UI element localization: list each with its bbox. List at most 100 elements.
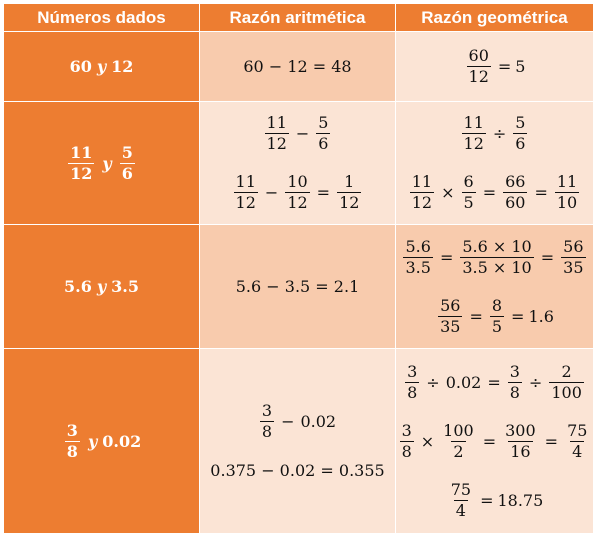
numerator: 3 bbox=[401, 420, 412, 440]
fraction: 100 2 bbox=[441, 421, 476, 461]
denominator: 12 bbox=[264, 133, 289, 153]
result: 1.6 bbox=[528, 306, 554, 326]
denominator: 8 bbox=[64, 440, 80, 461]
fraction: 6 5 bbox=[461, 172, 476, 212]
fraction: 5 6 bbox=[513, 114, 528, 153]
ratio-table: Números dados Razón aritmética Razón geo… bbox=[4, 4, 594, 534]
numerator: 11 bbox=[70, 142, 93, 162]
numerator: 3 bbox=[66, 420, 78, 440]
numerator: 5 bbox=[318, 113, 329, 132]
fraction: 3 8 bbox=[507, 361, 522, 402]
denominator: 6 bbox=[513, 133, 528, 153]
denominator: 5 bbox=[489, 315, 505, 336]
times-sign: × bbox=[441, 183, 455, 202]
numerator: 5.6 bbox=[405, 236, 431, 256]
denominator: 60 bbox=[503, 192, 528, 212]
denominator: 35 bbox=[561, 256, 586, 277]
row4-arith-line1: 3 8 − 0.02 bbox=[257, 402, 338, 441]
denominator: 12 bbox=[337, 192, 362, 212]
denominator: 12 bbox=[68, 162, 95, 183]
numerator: 2 bbox=[561, 361, 572, 381]
equals-sign: = bbox=[511, 306, 525, 326]
equals-sign: = bbox=[316, 183, 331, 202]
equals-sign: = bbox=[480, 490, 494, 510]
row4-given-y: y bbox=[87, 431, 98, 451]
row4-geo-line1: 3 8 ÷ 0.02 = 3 8 ÷ 2 100 bbox=[402, 361, 587, 402]
row4-given-b: 0.02 bbox=[102, 431, 142, 451]
fraction: 3 8 bbox=[259, 401, 275, 441]
numerator: 6 bbox=[463, 172, 474, 191]
header-arithmetic-ratio: Razón aritmética bbox=[200, 4, 396, 32]
numerator: 5 bbox=[121, 142, 133, 162]
value: 0.02 bbox=[300, 412, 337, 431]
equals-sign: = bbox=[469, 306, 483, 326]
row3-given: 5.6 y 3.5 bbox=[4, 225, 200, 349]
row3-geo-line2: 56 35 = 8 5 = 1.6 bbox=[435, 296, 554, 336]
numerator: 60 bbox=[468, 46, 489, 65]
header-given-numbers: Números dados bbox=[4, 4, 200, 32]
fraction: 66 60 bbox=[503, 172, 528, 212]
numerator: 75 bbox=[450, 479, 472, 499]
row1-arithmetic: 60 − 12 = 48 bbox=[200, 32, 396, 102]
row1-arith-expr: 60 − 12 = 48 bbox=[243, 57, 352, 76]
row2-arithmetic: 11 12 − 5 6 11 12 − 10 12 = 1 12 bbox=[200, 102, 396, 225]
denominator: 4 bbox=[570, 440, 585, 461]
fraction: 11 10 bbox=[554, 172, 580, 212]
denominator: 2 bbox=[451, 440, 466, 461]
minus-sign: − bbox=[264, 183, 279, 202]
row2-geometric: 11 12 ÷ 5 6 11 12 × 6 5 = 66 60 bbox=[396, 102, 594, 225]
numerator: 3 bbox=[509, 361, 520, 381]
row4-geo-line3: 75 4 = 18.75 bbox=[446, 479, 544, 520]
row1-given-expr: 60 y 12 bbox=[70, 57, 134, 76]
numerator: 300 bbox=[505, 420, 536, 440]
numerator: 66 bbox=[505, 172, 526, 191]
fraction: 10 12 bbox=[285, 173, 310, 212]
equals-sign: = bbox=[487, 372, 501, 392]
numerator: 3 bbox=[261, 401, 273, 420]
row4-arithmetic: 3 8 − 0.02 0.375 − 0.02 = 0.355 bbox=[200, 349, 396, 534]
row3-given-y: y bbox=[96, 277, 107, 296]
row2-arith-line2: 11 12 − 10 12 = 1 12 bbox=[231, 173, 365, 212]
result: 5 bbox=[515, 57, 526, 76]
numerator: 11 bbox=[235, 172, 256, 191]
denominator: 4 bbox=[453, 499, 468, 520]
minus-sign: − bbox=[295, 124, 310, 143]
numerator: 75 bbox=[567, 420, 588, 440]
times-sign: × bbox=[420, 431, 435, 451]
denominator: 3.5 × 10 bbox=[460, 256, 534, 277]
row3-given-a: 5.6 bbox=[64, 277, 92, 296]
fraction: 11 12 bbox=[461, 114, 486, 153]
divide-sign: ÷ bbox=[528, 372, 543, 392]
row1-given-y: y bbox=[96, 57, 107, 76]
denominator: 8 bbox=[405, 381, 420, 402]
denominator: 16 bbox=[508, 440, 533, 461]
fraction: 8 5 bbox=[489, 296, 505, 336]
equals-sign: = bbox=[482, 183, 497, 202]
divide-sign: ÷ bbox=[492, 124, 507, 143]
denominator: 5 bbox=[461, 192, 476, 212]
row2-geo-line1: 11 12 ÷ 5 6 bbox=[459, 114, 531, 153]
fraction: 75 4 bbox=[449, 479, 473, 520]
fraction: 3 8 bbox=[64, 420, 80, 461]
row4-geometric: 3 8 ÷ 0.02 = 3 8 ÷ 2 100 3 8 × 100 bbox=[396, 349, 594, 534]
fraction: 11 12 bbox=[68, 142, 95, 183]
row4-given: 3 8 y 0.02 bbox=[4, 349, 200, 534]
numerator: 11 bbox=[556, 172, 578, 191]
denominator: 8 bbox=[259, 421, 275, 441]
minus-sign: − bbox=[281, 412, 295, 431]
denominator: 12 bbox=[233, 192, 258, 212]
row4-given-expr: 3 8 y 0.02 bbox=[62, 420, 142, 461]
denominator: 12 bbox=[285, 192, 310, 212]
row2-given-expr: 11 12 y 5 6 bbox=[65, 142, 138, 183]
fraction: 60 12 bbox=[466, 46, 491, 86]
fraction: 56 35 bbox=[561, 237, 586, 277]
row3-arithmetic: 5.6 − 3.5 = 2.1 bbox=[200, 225, 396, 349]
denominator: 12 bbox=[466, 66, 491, 86]
row2-given-y: y bbox=[102, 153, 112, 173]
numerator: 5.6 × 10 bbox=[462, 236, 532, 256]
header-geometric-ratio: Razón geométrica bbox=[396, 4, 594, 32]
value: 0.02 bbox=[445, 372, 482, 392]
row1-geo-expr: 60 12 = 5 bbox=[464, 46, 526, 86]
row3-given-b: 3.5 bbox=[111, 277, 139, 296]
row3-given-expr: 5.6 y 3.5 bbox=[64, 277, 139, 296]
